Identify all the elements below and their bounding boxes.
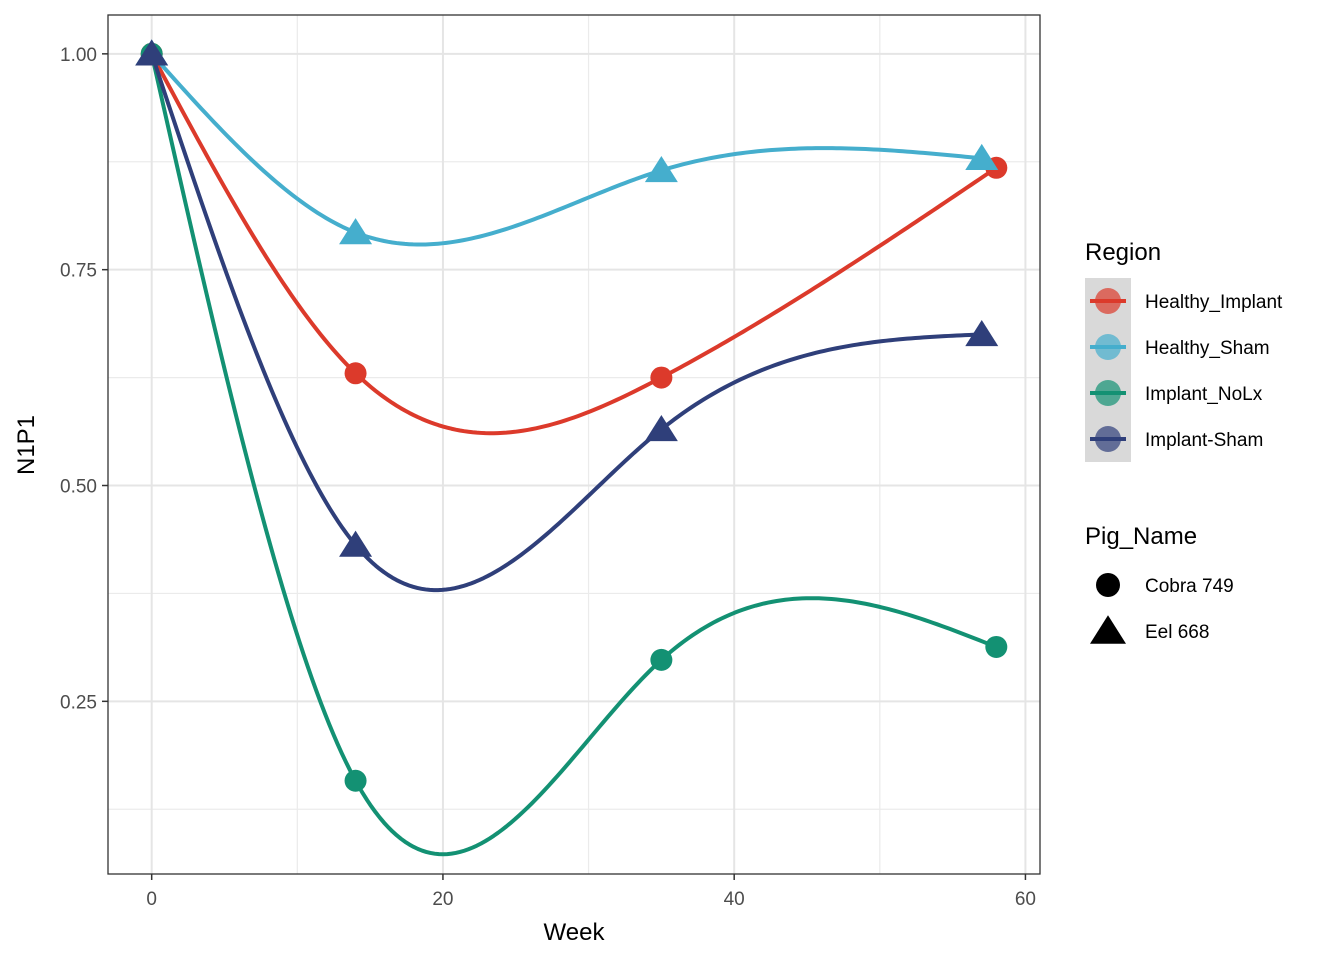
data-point-healthy-implant — [344, 362, 367, 385]
y-axis: 0.25 0.50 0.75 1.00 — [60, 45, 108, 713]
data-point-healthy-sham — [965, 143, 999, 170]
legend-region-title: Region — [1085, 239, 1161, 266]
legend-label: Healthy_Sham — [1145, 338, 1270, 359]
x-axis-title: Week — [544, 919, 606, 946]
x-tick-label: 20 — [432, 889, 453, 910]
y-tick-label: 0.25 — [60, 692, 97, 713]
series-line-healthy-implant — [149, 51, 999, 436]
legend-key-circle — [1096, 573, 1120, 597]
data-point-healthy-implant — [650, 366, 673, 389]
series-points — [135, 39, 1008, 792]
x-tick-label: 40 — [724, 889, 745, 910]
x-tick-label: 0 — [146, 889, 157, 910]
data-point-implant-sham — [644, 414, 678, 442]
panel-border — [107, 14, 1041, 875]
series-line-implant-sham — [149, 51, 984, 593]
y-tick-label: 0.50 — [60, 477, 97, 498]
series-line-implant-nolx — [149, 51, 999, 857]
legend-label: Implant-Sham — [1145, 430, 1263, 451]
legend-label: Healthy_Implant — [1145, 292, 1283, 313]
legend-label: Cobra 749 — [1145, 576, 1234, 597]
series-lines — [149, 51, 999, 857]
data-point-implant-sham — [135, 39, 169, 66]
legend-key-triangle — [1090, 615, 1126, 644]
x-axis: 0 20 40 60 — [146, 874, 1036, 910]
legend-pig-title: Pig_Name — [1085, 523, 1197, 550]
legend-label: Eel 668 — [1145, 622, 1209, 643]
data-point-healthy-sham — [644, 155, 678, 183]
y-tick-label: 1.00 — [60, 45, 97, 66]
legend-region: Region Healthy_Implant Healthy_Sham Implan… — [1085, 239, 1283, 462]
x-tick-label: 60 — [1015, 889, 1036, 910]
legend-pig: Pig_Name Cobra 749 Eel 668 — [1085, 523, 1234, 644]
data-point-healthy-sham — [339, 218, 373, 245]
data-point-implant-nolx — [650, 648, 673, 671]
y-tick-label: 0.75 — [60, 261, 97, 282]
data-point-implant-sham — [339, 530, 373, 557]
data-point-implant-nolx — [344, 769, 367, 792]
y-axis-title: N1P1 — [13, 415, 40, 475]
data-point-implant-sham — [965, 319, 999, 347]
data-point-implant-nolx — [985, 635, 1008, 658]
grid — [108, 15, 1040, 874]
legend-label: Implant_NoLx — [1145, 384, 1263, 405]
series-line-healthy-sham — [149, 51, 984, 247]
